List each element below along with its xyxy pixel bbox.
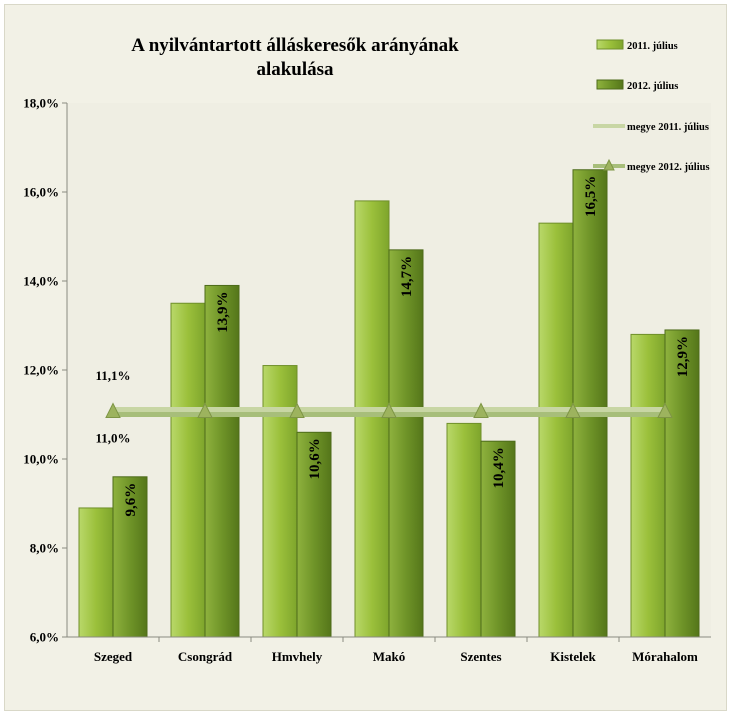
chart-title-line: alakulása (256, 59, 334, 80)
y-tick-label: 6,0% (30, 630, 59, 645)
reference-marker (197, 402, 213, 418)
legend-label: megye 2012. július (627, 162, 710, 173)
bar-2012 (296, 431, 332, 638)
bar-2012 (572, 169, 608, 638)
data-label-2012: 12,9% (675, 336, 691, 377)
x-category-label: Csongrád (178, 649, 233, 664)
legend-item-megye-2012: megye 2012. július (593, 158, 710, 173)
data-label-2012: 13,9% (215, 291, 231, 332)
y-tick-label: 8,0% (30, 541, 59, 556)
legend-swatch (596, 39, 624, 50)
reference-marker (105, 402, 121, 418)
reference-marker (381, 402, 397, 418)
data-label-2012: 10,6% (307, 438, 323, 479)
reference-label-2011: 11,1% (95, 368, 130, 383)
legend-item-2011: 2011. július (596, 39, 678, 52)
x-category-label: Hmvhely (272, 649, 323, 664)
reference-marker (565, 402, 581, 418)
bar-2011 (630, 333, 666, 638)
legend-label: megye 2011. július (627, 122, 709, 133)
legend-label: 2011. július (627, 41, 678, 52)
reference-marker (473, 402, 489, 418)
x-category-label: Mórahalom (632, 649, 698, 664)
bar-2012 (204, 284, 240, 638)
x-category-label: Makó (373, 649, 406, 664)
legend-label: 2012. július (627, 81, 678, 92)
chart-title-line: A nyilvántartott álláskeresők arányának (131, 35, 459, 56)
bar-2012 (112, 476, 148, 638)
y-tick-label: 14,0% (23, 274, 59, 289)
bar-2011 (262, 365, 298, 638)
y-tick-label: 16,0% (23, 185, 59, 200)
data-label-2012: 16,5% (583, 176, 599, 217)
data-label-2012: 14,7% (399, 256, 415, 297)
chart-container: 6,0% 8,0% 10,0% 12,0% 14,0% 16,0% 18,0% Szeged C… (4, 4, 727, 711)
data-label-2012: 10,4% (491, 447, 507, 488)
legend-item-2012: 2012. július (596, 79, 678, 92)
reference-label-2012: 11,0% (95, 431, 130, 446)
data-label-2012: 9,6% (123, 483, 139, 517)
reference-marker (289, 402, 305, 418)
bar-2012 (480, 440, 516, 638)
bar-2011 (78, 507, 114, 638)
bar-2011 (354, 200, 390, 638)
y-tick-label: 18,0% (23, 96, 59, 111)
bar-2011 (538, 222, 574, 638)
x-category-label: Szentes (460, 649, 501, 664)
x-category-label: Szeged (94, 649, 133, 664)
bar-2012 (388, 249, 424, 638)
reference-marker (657, 402, 673, 418)
bar-2011 (446, 422, 482, 638)
y-tick-label: 12,0% (23, 363, 59, 378)
legend-item-megye-2011: megye 2011. július (593, 122, 709, 133)
bar-2011 (170, 302, 206, 638)
legend-marker (603, 158, 615, 171)
bar-chart: 6,0% 8,0% 10,0% 12,0% 14,0% 16,0% 18,0% Szeged C… (23, 35, 711, 664)
legend-swatch (596, 79, 624, 90)
y-tick-label: 10,0% (23, 452, 59, 467)
x-category-label: Kistelek (550, 649, 596, 664)
